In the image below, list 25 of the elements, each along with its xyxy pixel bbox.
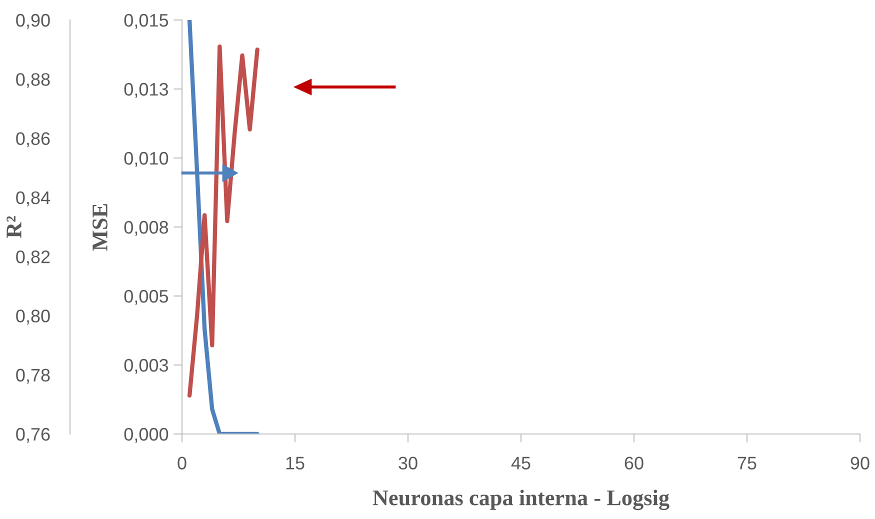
x-tick-label: 60 bbox=[624, 456, 644, 470]
y2-axis-title: R² bbox=[6, 216, 22, 238]
y-tick-label: 0,010 bbox=[124, 152, 168, 167]
y-tick-label: 0,000 bbox=[124, 428, 168, 443]
y2-tick-label: 0,86 bbox=[16, 132, 50, 148]
x-axis-title: Neuronas capa interna - Logsig bbox=[372, 490, 670, 510]
y-axis-title: MSE bbox=[92, 204, 108, 251]
y2-tick-label: 0,90 bbox=[16, 14, 50, 29]
x-tick-label: 15 bbox=[286, 456, 304, 470]
y2-tick-label: 0,76 bbox=[16, 428, 50, 443]
y2-tick-label: 0,84 bbox=[16, 191, 50, 206]
x-tick-label: 30 bbox=[398, 456, 418, 470]
x-tick-label: 75 bbox=[738, 456, 756, 470]
x-tick-label: 45 bbox=[511, 456, 530, 470]
y-tick-label: 0,008 bbox=[124, 220, 168, 236]
x-tick-label: 0 bbox=[178, 456, 186, 470]
y-tick-label: 0,005 bbox=[124, 290, 168, 305]
y-tick-label: 0,013 bbox=[124, 82, 168, 98]
y2-tick-label: 0,78 bbox=[16, 368, 50, 384]
y-tick-label: 0,003 bbox=[124, 358, 168, 374]
y-tick-label: 0,015 bbox=[124, 14, 168, 29]
y2-tick-label: 0,80 bbox=[16, 310, 50, 325]
x-tick-label: 90 bbox=[850, 456, 870, 470]
y2-tick-label: 0,88 bbox=[16, 73, 50, 88]
y2-tick-label: 0,82 bbox=[16, 250, 50, 266]
